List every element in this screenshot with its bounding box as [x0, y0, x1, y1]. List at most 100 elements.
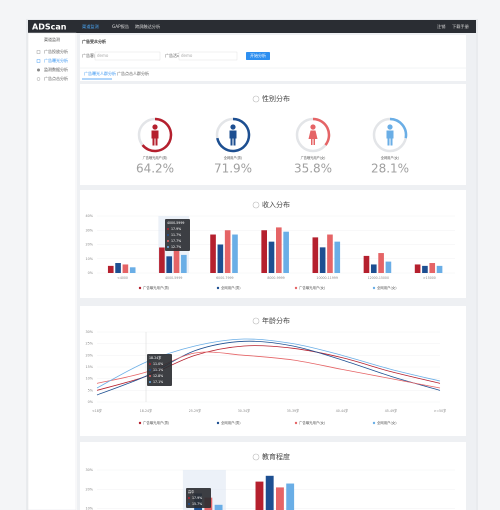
y-tick-label: 10%: [85, 377, 93, 381]
icon: [36, 50, 41, 54]
filter-label: 广告客户: [82, 52, 98, 58]
tooltip-title: 高中: [188, 489, 194, 494]
legend-label: 全网用户(女): [377, 420, 397, 425]
y-tick-label: 15%: [85, 365, 93, 369]
tooltip-dot: [188, 497, 190, 499]
person-body: [308, 130, 318, 145]
tooltip-dot: [167, 240, 169, 242]
bar: [265, 475, 274, 510]
tooltip-dot: [188, 503, 190, 505]
tooltip: [147, 354, 172, 386]
card-icon: [252, 453, 260, 461]
y-tick-label: 10%: [85, 507, 93, 510]
x-tick-label: 35-39岁: [287, 408, 299, 413]
person-head: [230, 124, 236, 130]
tooltip-value: 11.0%: [153, 362, 163, 366]
bar: [283, 231, 289, 273]
tab[interactable]: 广告曝光人群分析: [84, 70, 116, 76]
legend-dot: [372, 286, 376, 290]
nav-item[interactable]: 跨屏触达分析: [135, 23, 160, 30]
top-nav: [28, 20, 476, 33]
x-tick-label: 18-24岁: [140, 408, 152, 413]
tooltip-dot: [167, 246, 169, 248]
legend-label: 广告曝光用户(男): [143, 420, 170, 425]
y-tick-label: 10%: [85, 257, 93, 261]
bar: [334, 241, 341, 273]
x-tick-label: 4000-5999: [165, 276, 182, 280]
bar: [214, 504, 223, 510]
logo: ADScan: [32, 23, 67, 32]
tooltip-dot: [167, 234, 169, 236]
card-title: 收入分布: [262, 200, 290, 209]
sidebar-item[interactable]: 广告曝光分析: [44, 57, 68, 63]
logout[interactable]: 注销: [437, 23, 445, 30]
y-tick-label: 5%: [88, 388, 94, 392]
person-head: [152, 124, 158, 130]
bar: [181, 254, 187, 273]
bar: [122, 264, 129, 273]
bar: [363, 255, 370, 273]
select[interactable]: [94, 51, 161, 61]
legend-label: 广告曝光用户(女): [299, 285, 326, 290]
y-tick-label: 20%: [85, 487, 93, 491]
bar: [327, 234, 333, 273]
y-tick-label: 20%: [85, 353, 93, 357]
bar: [255, 481, 264, 510]
legend-label: 全网用户(男): [221, 285, 241, 290]
donut-value: 35.8%: [294, 162, 332, 176]
bar: [385, 261, 392, 273]
nav-item[interactable]: 渠道监测: [82, 23, 99, 30]
y-tick-label: 40%: [85, 214, 93, 218]
card: [80, 306, 466, 436]
tab[interactable]: 广告点击人群分析: [117, 70, 149, 76]
bar: [378, 253, 384, 273]
person-head: [310, 124, 316, 130]
tooltip-dot: [167, 228, 169, 230]
sidebar-item[interactable]: 广告点击分析: [44, 75, 68, 81]
legend-label: 全网用户(男): [221, 420, 241, 425]
tooltip-value: 17.1%: [153, 380, 163, 384]
bar: [429, 263, 436, 273]
y-tick-label: 20%: [85, 243, 93, 247]
sidebar-item[interactable]: 广告投放分析: [44, 48, 68, 54]
legend-dot: [216, 286, 220, 290]
card: [80, 84, 466, 185]
sidebar-item[interactable]: 监测数据分析: [44, 66, 68, 72]
person-head: [387, 124, 393, 130]
bar: [370, 264, 377, 273]
bar: [319, 247, 326, 273]
card-title: 性别分布: [262, 94, 290, 103]
nav-item[interactable]: GAP报告: [112, 23, 129, 30]
donut-label: 全网用户(女): [381, 155, 399, 160]
donut-value: 71.9%: [214, 162, 252, 176]
legend-dot: [138, 286, 142, 290]
tooltip-value: 12.7%: [171, 245, 181, 249]
bar: [173, 247, 180, 273]
bar: [166, 256, 173, 273]
y-tick-label: 0%: [88, 400, 94, 404]
download-manual[interactable]: 下载手册: [452, 23, 469, 30]
tooltip-dot: [149, 381, 151, 383]
sidebar-title: 渠道监测: [44, 36, 60, 42]
analyze-button[interactable]: [246, 52, 270, 60]
bar: [422, 265, 428, 273]
x-tick-label: 45-49岁: [385, 408, 397, 413]
donut-arc: [312, 117, 331, 146]
sidebar: [27, 32, 77, 510]
tooltip-title: 4000-5999: [167, 221, 184, 225]
select-value: demo: [97, 53, 109, 58]
tooltip-dot: [149, 375, 151, 377]
legend-label: 广告曝光用户(女): [299, 420, 326, 425]
person-body: [229, 130, 237, 146]
card-icon: [252, 317, 260, 325]
person-body: [151, 130, 159, 146]
x-tick-label: 40-44岁: [336, 408, 348, 413]
select[interactable]: [178, 51, 238, 61]
icon: [36, 59, 41, 63]
legend-dot: [294, 286, 298, 290]
bar: [210, 234, 216, 273]
x-tick-label: >15000: [423, 276, 436, 280]
bar: [115, 263, 121, 273]
x-tick-label: 6000-7999: [216, 276, 233, 280]
